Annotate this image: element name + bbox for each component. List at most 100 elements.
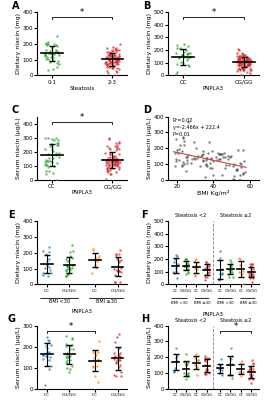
Point [244, 63, 248, 69]
Point [109, 164, 113, 170]
Point [217, 156, 221, 162]
Point [64, 267, 68, 273]
Text: BMI <30: BMI <30 [49, 300, 70, 304]
Point [116, 268, 121, 275]
Point [54, 140, 59, 147]
Point [46, 135, 50, 141]
Point [229, 356, 234, 363]
Point [108, 52, 112, 59]
Point [183, 54, 187, 61]
Point [116, 352, 121, 358]
Point [193, 361, 197, 368]
Point [105, 45, 110, 52]
Point [176, 261, 180, 267]
Point [242, 67, 246, 73]
Point [248, 365, 252, 371]
Point [211, 172, 215, 178]
Point [218, 362, 222, 369]
Point [225, 156, 230, 162]
Point [186, 269, 190, 275]
Point [50, 136, 54, 142]
Point [206, 261, 210, 267]
Point [204, 156, 208, 163]
Point [51, 170, 55, 176]
Point [117, 251, 121, 257]
Point [114, 68, 119, 74]
Point [238, 177, 243, 183]
Point [116, 159, 120, 166]
Point [221, 154, 225, 160]
Point [236, 61, 240, 68]
Point [65, 360, 69, 367]
Point [103, 60, 107, 66]
Point [114, 161, 118, 168]
Point [50, 143, 54, 149]
Point [195, 266, 199, 273]
Point [68, 346, 73, 353]
Point [46, 272, 50, 279]
Point [244, 53, 248, 60]
Point [186, 261, 190, 267]
Point [177, 157, 181, 163]
Point [115, 68, 119, 75]
Point [49, 362, 53, 369]
Point [117, 159, 122, 165]
Point [50, 51, 54, 57]
Point [91, 364, 95, 370]
Point [201, 148, 205, 154]
Point [112, 59, 117, 65]
Point [202, 265, 207, 271]
Point [93, 254, 97, 260]
Point [247, 367, 251, 374]
Point [63, 256, 68, 262]
Point [241, 54, 246, 61]
Point [242, 57, 246, 63]
Point [118, 247, 122, 253]
Point [251, 360, 255, 367]
Point [67, 357, 72, 363]
Point [173, 358, 178, 365]
Point [173, 149, 177, 156]
Point [248, 272, 252, 279]
Point [46, 41, 50, 48]
Point [250, 279, 254, 285]
Point [113, 271, 117, 278]
Point [218, 255, 222, 261]
Point [115, 255, 119, 262]
Point [115, 47, 119, 53]
Point [47, 155, 51, 161]
Point [109, 170, 114, 177]
Point [65, 271, 69, 278]
Point [205, 163, 209, 169]
Point [248, 275, 252, 282]
Point [111, 159, 115, 166]
Text: *: * [211, 8, 216, 17]
Point [185, 154, 189, 160]
Point [105, 64, 109, 70]
Point [202, 174, 207, 180]
Point [209, 156, 213, 162]
Point [196, 356, 200, 363]
Point [45, 261, 49, 267]
Point [104, 54, 109, 60]
Point [109, 159, 113, 165]
Point [237, 268, 241, 275]
Point [119, 268, 123, 275]
Point [241, 65, 245, 72]
Point [192, 265, 197, 271]
Point [107, 171, 112, 178]
Point [179, 59, 183, 66]
Y-axis label: Dietary niacin (mg): Dietary niacin (mg) [16, 13, 21, 74]
Point [186, 61, 190, 68]
Point [250, 375, 254, 381]
Point [119, 368, 123, 375]
Point [227, 361, 232, 367]
Point [185, 51, 189, 57]
Point [68, 343, 72, 350]
Point [43, 146, 47, 152]
Point [55, 177, 59, 183]
Point [183, 263, 187, 269]
Point [67, 369, 71, 375]
Point [210, 165, 214, 171]
Point [239, 60, 243, 66]
